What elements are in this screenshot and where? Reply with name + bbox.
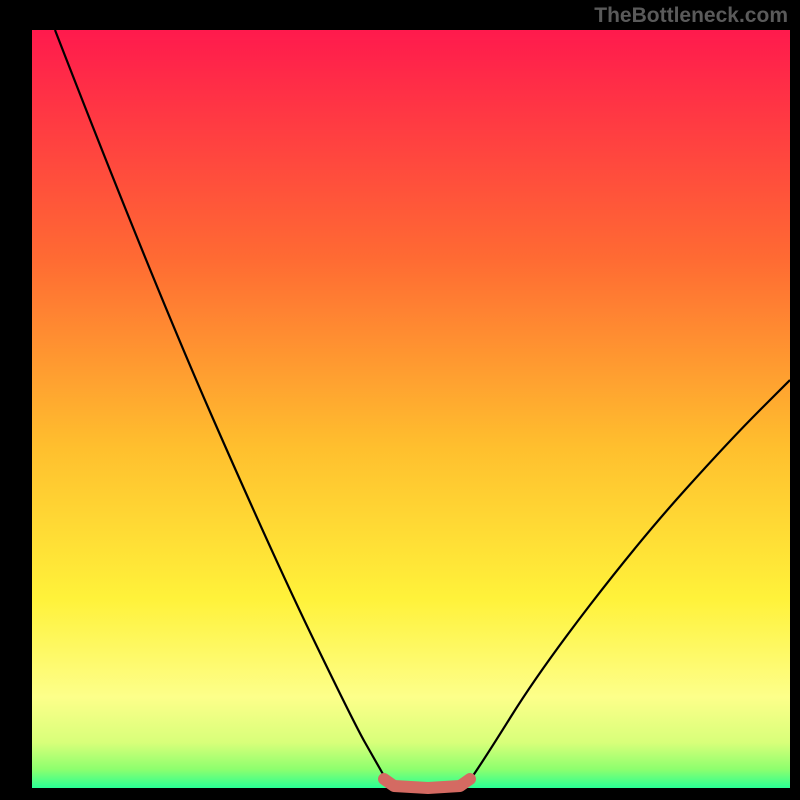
- curve-left-branch: [55, 30, 388, 783]
- bottom-thick-segment: [384, 779, 470, 788]
- chart-root: TheBottleneck.com: [0, 0, 800, 800]
- plot-frame: [0, 0, 800, 800]
- curve-right-branch: [468, 380, 790, 783]
- watermark-text: TheBottleneck.com: [594, 4, 788, 28]
- chart-curves: [0, 0, 800, 800]
